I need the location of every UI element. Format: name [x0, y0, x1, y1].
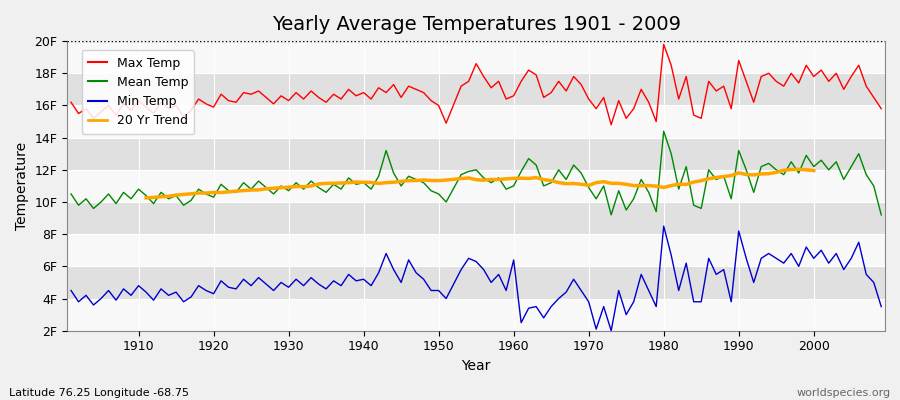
Bar: [68, 138, 885, 170]
Bar: [68, 41, 885, 73]
Bar: [68, 266, 885, 298]
Title: Yearly Average Temperatures 1901 - 2009: Yearly Average Temperatures 1901 - 2009: [272, 15, 680, 34]
X-axis label: Year: Year: [462, 359, 490, 373]
Text: Latitude 76.25 Longitude -68.75: Latitude 76.25 Longitude -68.75: [9, 388, 189, 398]
Bar: [68, 298, 885, 331]
Bar: [68, 106, 885, 138]
Y-axis label: Temperature: Temperature: [15, 142, 29, 230]
Bar: [68, 73, 885, 106]
Legend: Max Temp, Mean Temp, Min Temp, 20 Yr Trend: Max Temp, Mean Temp, Min Temp, 20 Yr Tre…: [82, 50, 194, 134]
Text: worldspecies.org: worldspecies.org: [796, 388, 891, 398]
Bar: [68, 170, 885, 202]
Bar: [68, 202, 885, 234]
Bar: [68, 234, 885, 266]
